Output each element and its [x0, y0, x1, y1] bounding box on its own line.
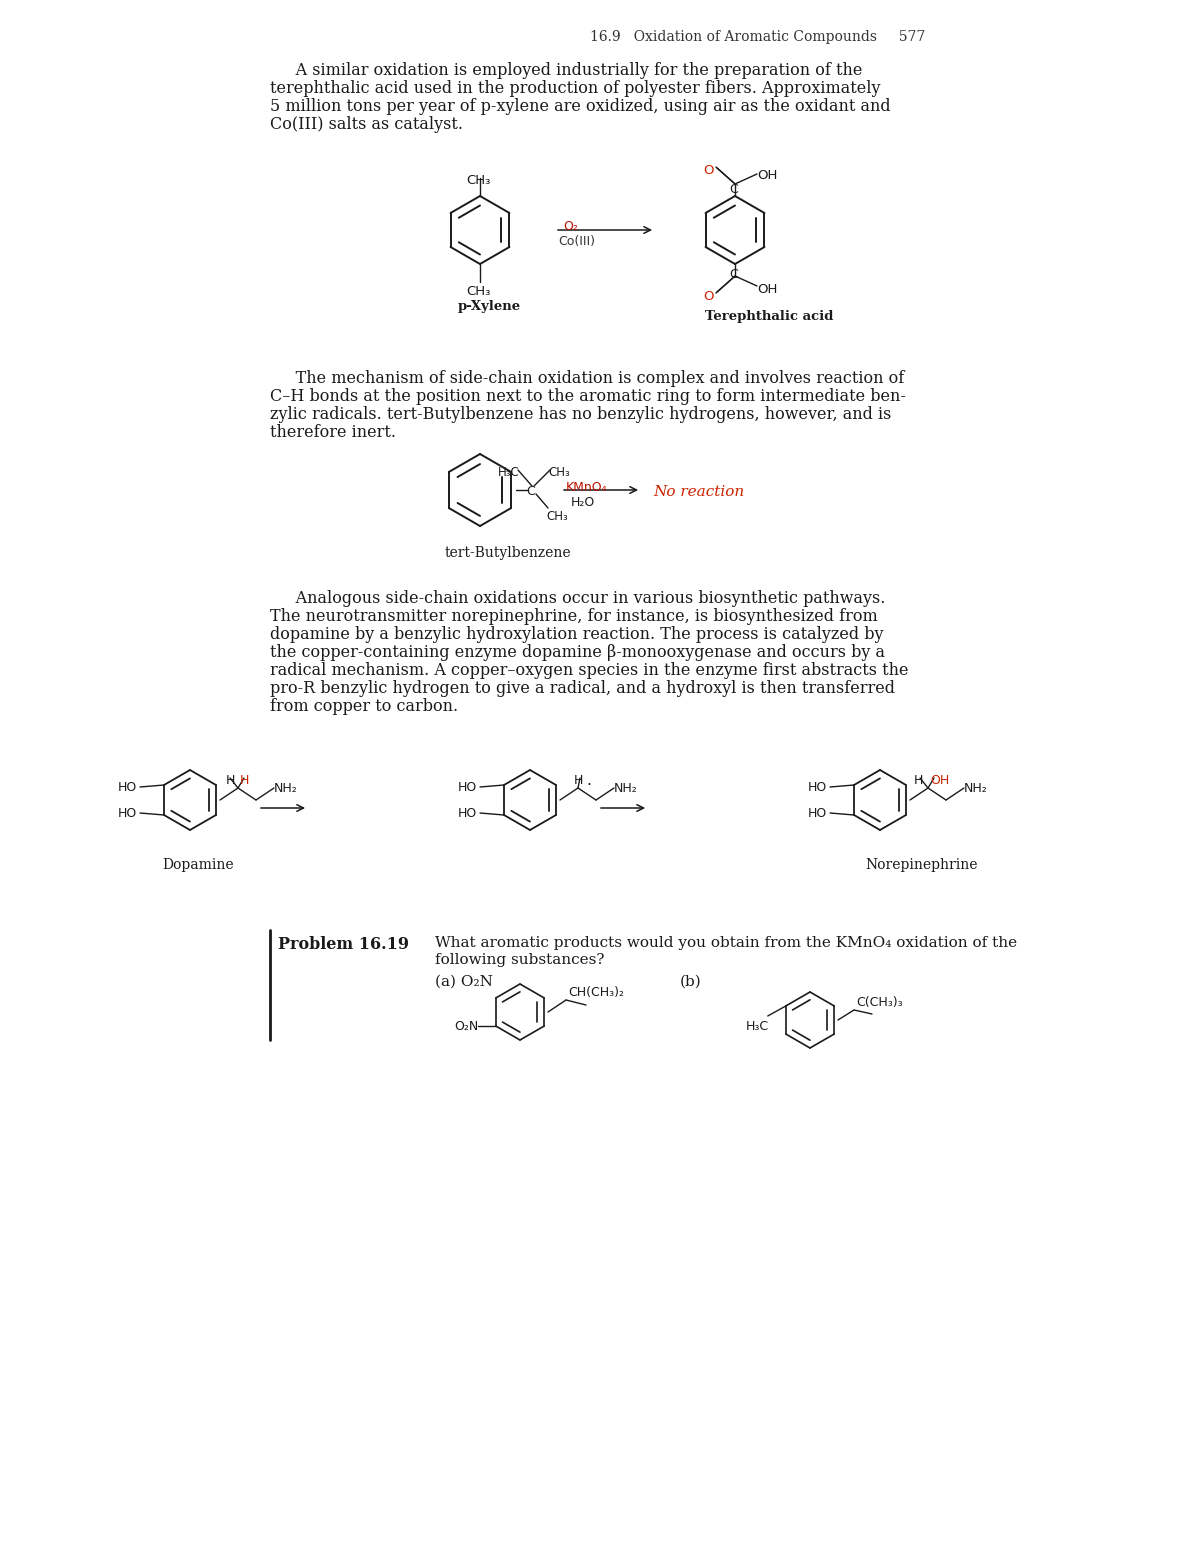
Text: H₃C: H₃C — [745, 1020, 769, 1033]
Text: NH₂: NH₂ — [964, 783, 988, 795]
Text: the copper-containing enzyme dopamine β-monooxygenase and occurs by a: the copper-containing enzyme dopamine β-… — [270, 644, 886, 662]
Text: H₂O: H₂O — [571, 495, 595, 509]
Text: HO: HO — [118, 808, 137, 820]
Text: terephthalic acid used in the production of polyester fibers. Approximately: terephthalic acid used in the production… — [270, 81, 881, 96]
Text: Terephthalic acid: Terephthalic acid — [706, 311, 833, 323]
Text: No reaction: No reaction — [653, 485, 744, 499]
Text: KMnO₄: KMnO₄ — [566, 481, 607, 494]
Text: Co(III): Co(III) — [558, 235, 595, 248]
Text: 5 million tons per year of p-xylene are oxidized, using air as the oxidant and: 5 million tons per year of p-xylene are … — [270, 98, 890, 115]
Text: HO: HO — [118, 781, 137, 794]
Text: CH₃: CH₃ — [466, 286, 491, 298]
Text: HO: HO — [808, 781, 827, 794]
Text: p-Xylene: p-Xylene — [458, 300, 521, 314]
Text: (a) O₂N: (a) O₂N — [436, 975, 493, 989]
Text: The neurotransmitter norepinephrine, for instance, is biosynthesized from: The neurotransmitter norepinephrine, for… — [270, 609, 877, 624]
Text: OH: OH — [757, 283, 778, 297]
Text: O: O — [703, 290, 714, 303]
Text: zylic radicals. tert-Butylbenzene has no benzylic hydrogens, however, and is: zylic radicals. tert-Butylbenzene has no… — [270, 405, 892, 422]
Text: following substances?: following substances? — [436, 954, 605, 968]
Text: NH₂: NH₂ — [614, 783, 637, 795]
Text: CH(CH₃)₂: CH(CH₃)₂ — [568, 986, 624, 999]
Text: HO: HO — [458, 781, 478, 794]
Text: CH₃: CH₃ — [548, 466, 570, 478]
Text: OH: OH — [930, 773, 949, 787]
Text: H: H — [226, 773, 235, 787]
Text: (b): (b) — [680, 975, 702, 989]
Text: CH₃: CH₃ — [466, 174, 491, 186]
Text: C: C — [730, 183, 738, 196]
Text: from copper to carbon.: from copper to carbon. — [270, 697, 458, 714]
Text: HO: HO — [458, 808, 478, 820]
Text: H: H — [240, 773, 250, 787]
Text: NH₂: NH₂ — [274, 783, 298, 795]
Text: A similar oxidation is employed industrially for the preparation of the: A similar oxidation is employed industri… — [270, 62, 863, 79]
Text: O₂N: O₂N — [454, 1020, 478, 1033]
Text: Analogous side-chain oxidations occur in various biosynthetic pathways.: Analogous side-chain oxidations occur in… — [270, 590, 886, 607]
Text: pro-R benzylic hydrogen to give a radical, and a hydroxyl is then transferred: pro-R benzylic hydrogen to give a radica… — [270, 680, 895, 697]
Text: OH: OH — [757, 169, 778, 182]
Text: Problem 16.19: Problem 16.19 — [278, 936, 409, 954]
Text: Co(III) salts as catalyst.: Co(III) salts as catalyst. — [270, 116, 463, 134]
Text: dopamine by a benzylic hydroxylation reaction. The process is catalyzed by: dopamine by a benzylic hydroxylation rea… — [270, 626, 883, 643]
Text: HO: HO — [808, 808, 827, 820]
Text: C: C — [526, 485, 535, 499]
Text: Dopamine: Dopamine — [162, 857, 234, 871]
Text: H: H — [574, 773, 583, 787]
Text: H₃C: H₃C — [498, 466, 520, 478]
Text: radical mechanism. A copper–oxygen species in the enzyme first abstracts the: radical mechanism. A copper–oxygen speci… — [270, 662, 908, 679]
Text: ·: · — [586, 778, 590, 794]
Text: C(CH₃)₃: C(CH₃)₃ — [856, 995, 902, 1009]
Text: tert-Butylbenzene: tert-Butylbenzene — [445, 547, 571, 561]
Text: C–H bonds at the position next to the aromatic ring to form intermediate ben-: C–H bonds at the position next to the ar… — [270, 388, 906, 405]
Text: O₂: O₂ — [563, 221, 578, 233]
Text: H: H — [914, 773, 923, 787]
Text: C: C — [730, 269, 738, 281]
Text: Norepinephrine: Norepinephrine — [865, 857, 978, 871]
Text: 16.9   Oxidation of Aromatic Compounds     577: 16.9 Oxidation of Aromatic Compounds 577 — [590, 30, 925, 43]
Text: CH₃: CH₃ — [546, 509, 568, 523]
Text: The mechanism of side-chain oxidation is complex and involves reaction of: The mechanism of side-chain oxidation is… — [270, 370, 905, 387]
Text: What aromatic products would you obtain from the KMnO₄ oxidation of the: What aromatic products would you obtain … — [436, 936, 1018, 950]
Text: therefore inert.: therefore inert. — [270, 424, 396, 441]
Text: O: O — [703, 165, 714, 177]
